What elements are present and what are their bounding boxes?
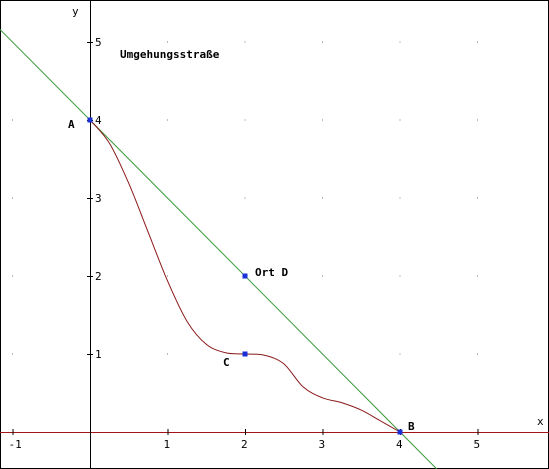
grid-dot (167, 353, 168, 355)
grid-dot (167, 41, 168, 43)
grid-dot (244, 119, 246, 121)
point-b (397, 429, 403, 435)
grid-dot (477, 353, 478, 355)
x-tick-label: 4 (396, 438, 403, 451)
grid-dot (12, 275, 13, 277)
y-axis-label: y (72, 5, 79, 18)
point-label-ort-d: Ort D (255, 266, 288, 279)
grid-dot (12, 119, 13, 121)
grid-dot (322, 41, 323, 43)
y-tick-label: 5 (95, 36, 102, 49)
grid-dot (12, 197, 13, 199)
point-label-b: B (408, 420, 415, 433)
y-tick-label: 2 (95, 270, 102, 283)
grid-dot (399, 197, 401, 199)
x-axis-label: x (537, 415, 544, 428)
points-layer: A Ort D C B (68, 117, 415, 435)
grid-dot (244, 197, 246, 199)
y-tick-label: 3 (95, 192, 102, 205)
grid-dot (477, 41, 478, 43)
x-tick-label: 1 (164, 438, 171, 451)
tick-labels: -1 1 2 3 4 5 1 2 3 4 5 (9, 36, 481, 451)
grid-dot (477, 197, 478, 199)
grid-dot (244, 41, 246, 43)
grid-dot (477, 119, 478, 121)
x-tick-label: -1 (9, 438, 22, 451)
point-c (242, 351, 248, 357)
y-tick-label: 1 (95, 348, 102, 361)
grid-dot (399, 275, 401, 277)
straight-road-line (0, 28, 438, 469)
point-a (87, 117, 93, 123)
point-ort-d (242, 273, 248, 279)
point-label-c: C (223, 356, 230, 369)
x-tick-label: 5 (474, 438, 481, 451)
grid-dot (322, 275, 323, 277)
grid-dot (167, 275, 168, 277)
grid-dot (322, 119, 323, 121)
grid-dot (322, 197, 323, 199)
x-tick-label: 2 (241, 438, 248, 451)
grid-dot (12, 353, 13, 355)
grid-dot (399, 353, 401, 355)
grid-dot (167, 119, 168, 121)
grid-dot (477, 275, 478, 277)
point-label-a: A (68, 118, 75, 131)
grid-dot (399, 41, 401, 43)
x-tick-label: 3 (319, 438, 326, 451)
grid-dot (399, 119, 401, 121)
y-tick-label: 4 (95, 114, 102, 127)
chart-title: Umgehungsstraße (120, 48, 220, 61)
